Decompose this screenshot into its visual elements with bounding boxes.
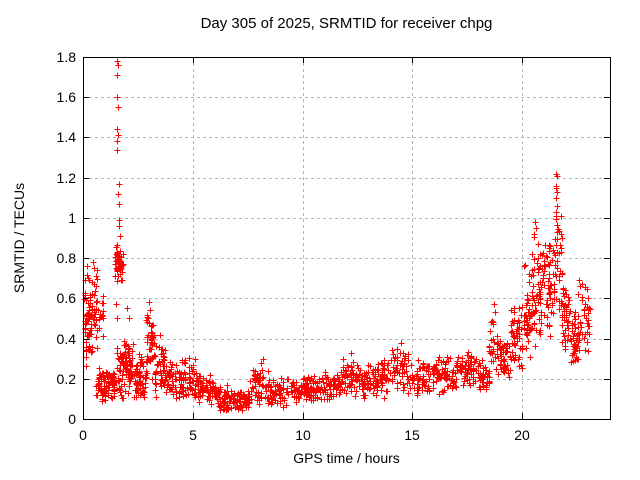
y-tick-label: 1.2	[56, 170, 76, 186]
chart-title: Day 305 of 2025, SRMTID for receiver chp…	[200, 15, 493, 32]
y-tick-label: 1.8	[56, 49, 76, 65]
y-tick-label: 1	[68, 210, 76, 226]
data-points	[81, 58, 594, 414]
plot-border	[83, 57, 611, 420]
x-tick-label: 15	[404, 427, 420, 443]
y-tick-label: 0.4	[56, 331, 76, 347]
y-tick-label: 0.2	[56, 371, 76, 387]
y-tick-label: 0	[68, 411, 76, 427]
x-tick-label: 20	[514, 427, 530, 443]
x-tick-label: 0	[79, 427, 87, 443]
y-tick-label: 0.8	[56, 250, 76, 266]
x-tick-label: 10	[295, 427, 311, 443]
y-tick-label: 0.6	[56, 290, 76, 306]
x-axis-label: GPS time / hours	[293, 450, 400, 466]
y-tick-label: 1.4	[56, 129, 76, 145]
y-tick-label: 1.6	[56, 89, 76, 105]
x-tick-label: 5	[189, 427, 197, 443]
